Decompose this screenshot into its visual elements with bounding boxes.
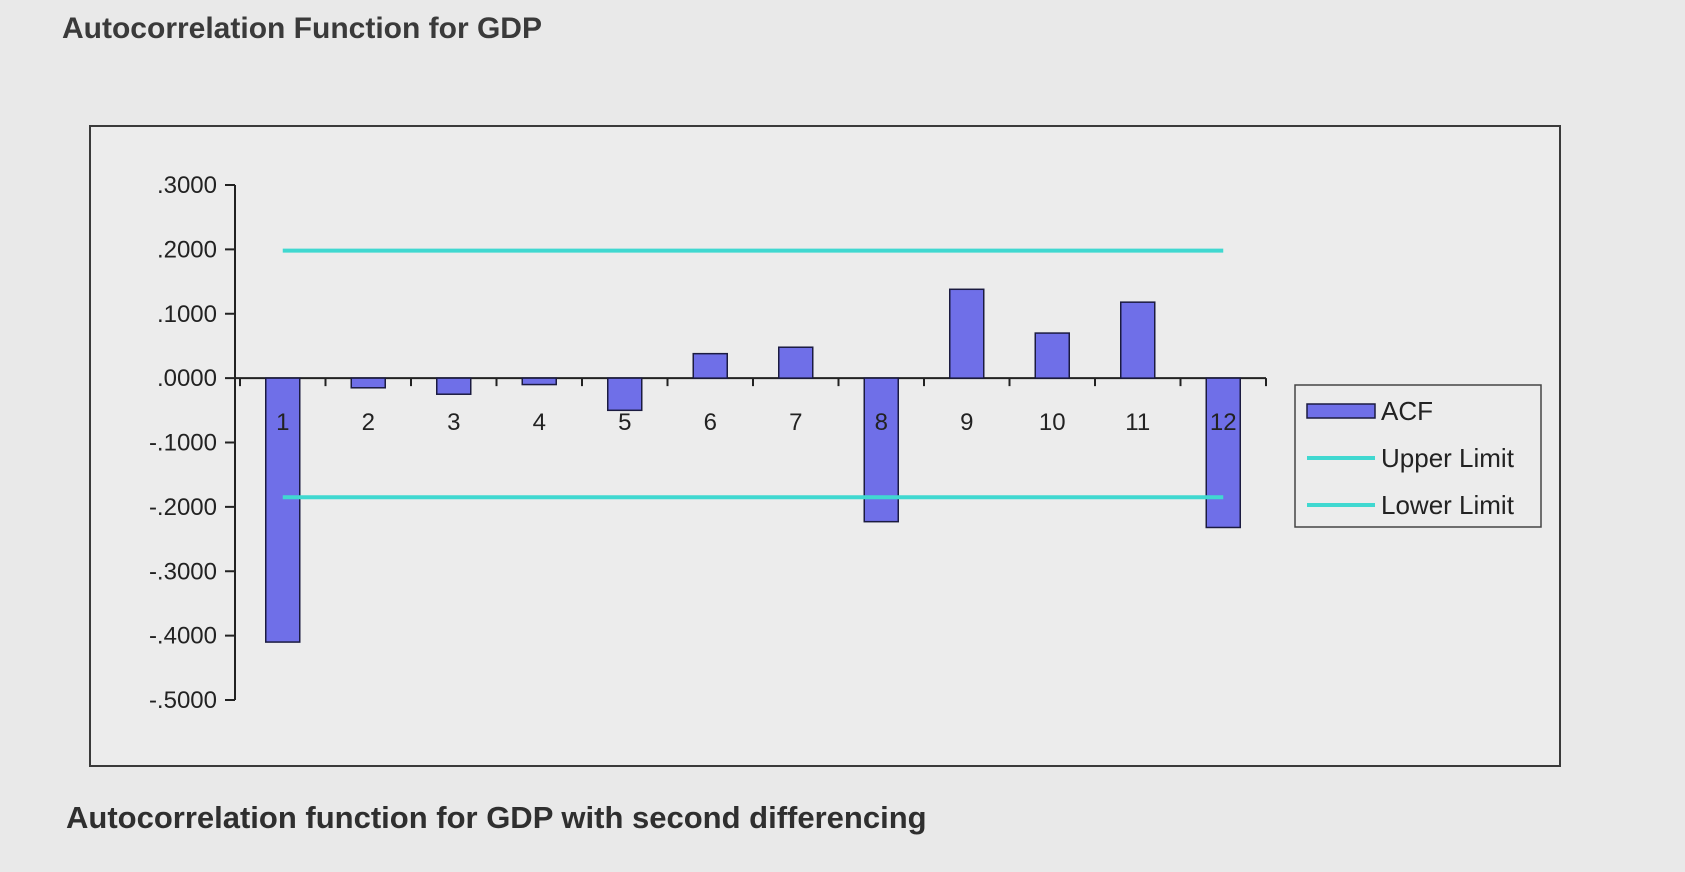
x-tick-label: 7 [789,409,802,436]
chart-caption: Autocorrelation function for GDP with se… [66,800,927,835]
y-tick-label: .1000 [157,301,217,328]
acf-bar [692,352,728,379]
x-tick-label: 11 [1125,409,1150,436]
legend-label: ACF [1381,396,1433,426]
acf-bar [1034,332,1070,379]
legend-label: Upper Limit [1381,443,1515,473]
x-tick-label: 1 [276,409,289,436]
acf-bar [1120,301,1156,379]
x-tick-label: 5 [618,409,631,436]
acf-bar [265,377,301,643]
acf-bar [778,346,814,379]
x-tick-label: 3 [447,409,460,436]
acf-bar [350,377,386,389]
acf-bar [521,377,557,386]
acf-bar [1205,377,1241,529]
legend-label: Lower Limit [1381,490,1515,520]
acf-bar [436,377,472,395]
y-tick-label: .3000 [157,172,217,199]
y-tick-label: -.4000 [149,623,217,650]
x-tick-label: 8 [875,409,888,436]
acf-bar [863,377,899,523]
x-tick-label: 4 [533,409,546,436]
y-tick-label: -.2000 [149,494,217,521]
y-tick-label: -.3000 [149,558,217,585]
page-title: Autocorrelation Function for GDP [62,12,542,45]
x-tick-label: 10 [1039,409,1066,436]
acf-bar [949,288,985,379]
x-tick-label: 6 [704,409,717,436]
x-tick-label: 2 [362,409,375,436]
y-tick-label: .2000 [157,236,217,263]
acf-bar [607,377,643,412]
y-tick-label: .0000 [157,365,217,392]
x-tick-label: 9 [960,409,973,436]
y-tick-label: -.1000 [149,430,217,457]
legend-swatch-acf [1306,403,1376,419]
y-tick-label: -.5000 [149,687,217,714]
x-tick-label: 12 [1210,409,1237,436]
